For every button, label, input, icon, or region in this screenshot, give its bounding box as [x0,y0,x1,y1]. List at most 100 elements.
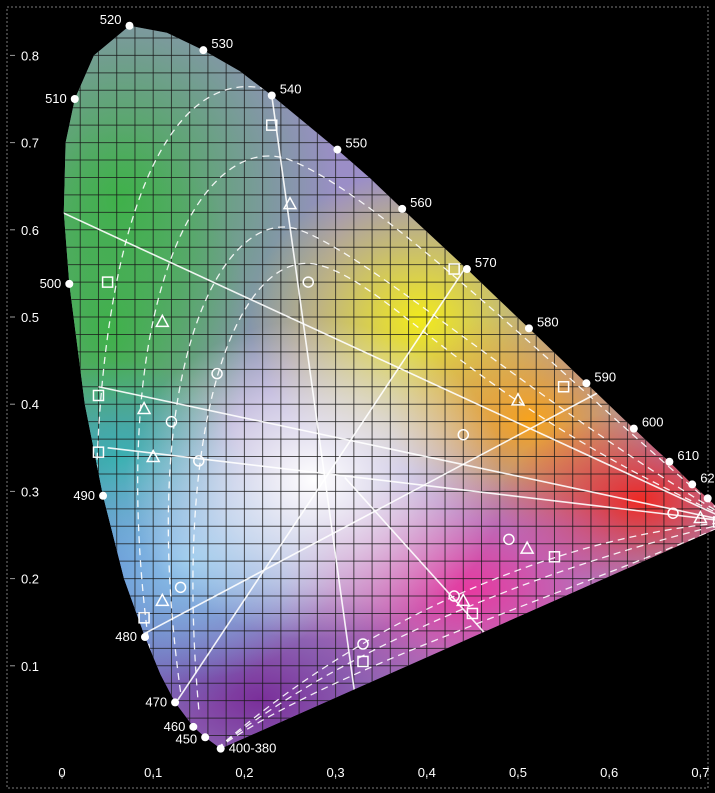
circle-marker [302,276,314,288]
square-marker [548,551,561,563]
overlay-markers [92,119,715,668]
locus-point [140,633,149,642]
radial-line [98,385,715,523]
x-tick-label: 0.1 [144,765,162,780]
triangle-marker [136,400,152,415]
y-tick-label: 0.3 [21,484,39,499]
wavelength-label: 500 [40,276,62,291]
locus-point [703,494,712,503]
radial-line [170,229,492,710]
circle-marker [667,507,679,519]
y-tick-label: 0.1 [21,659,39,674]
wavelength-label: 460 [164,719,186,734]
circle-marker [193,455,205,467]
locus-point [462,265,471,274]
wavelength-label: 600 [642,415,664,430]
triangle-marker [510,392,526,406]
wavelength-label: 580 [537,314,559,329]
radial-line [116,386,610,650]
radial-line [107,447,715,523]
radial-line [63,211,715,523]
circle-marker [174,581,187,594]
triangle-marker [693,509,708,524]
locus-point [267,91,276,100]
y-tick-label: 0.7 [21,136,39,151]
circle-marker [503,533,515,546]
y-tick-label: 0.2 [21,572,39,587]
x-tick-label: 0.2 [235,765,253,780]
square-marker [266,119,278,131]
triangle-marker [155,592,170,607]
wavelength-label: 400-380 [229,741,277,756]
wavelength-label: 590 [594,369,616,384]
radial-line [270,95,364,749]
x-tick-label: 0.6 [600,765,618,780]
circle-marker [165,415,178,428]
locus-point [665,457,674,466]
triangle-marker [155,313,170,328]
square-marker [138,612,150,624]
y-tick-label: 0.8 [21,48,39,63]
circle-marker [448,590,460,602]
axis-ticks: 0 0.1 0.2 0.3 0.4 0.5 0.6 0.7 0.1 0.2 0.3 0.4 0.5 0.6… [10,48,709,780]
square-marker [92,389,105,402]
locus-point [201,733,210,742]
dashed-curve [192,262,715,710]
wavelength-label: 540 [280,82,302,97]
wavelength-label: 560 [410,195,432,210]
wavelength-label: 530 [211,36,233,51]
square-marker [557,381,570,393]
square-marker [92,446,105,458]
y-tick-label: 0.4 [21,397,39,412]
circle-marker [357,638,369,650]
dashed-curve [216,521,715,749]
overlay-lines [63,86,715,749]
triangle-marker [456,592,471,607]
locus-point [216,744,225,753]
frame-border [6,6,709,789]
wavelength-label: 510 [45,91,67,106]
triangle-marker [519,540,535,554]
y-tick-label: 0.6 [21,223,39,238]
wavelength-label: 450 [175,731,197,746]
square-marker [466,607,479,620]
x-tick-label: 0.7 [691,765,709,780]
x-tick-label: 0 [58,765,65,780]
triangle-marker [145,448,161,463]
wavelength-label: 620 [700,470,715,485]
square-marker [712,516,715,528]
locus-point [70,95,79,103]
locus-point [171,698,180,707]
dashed-curve [137,155,715,675]
x-tick-label: 0.4 [418,765,436,780]
wavelength-label: 550 [345,136,367,151]
wavelength-label: 610 [677,448,699,463]
dashed-curve [216,521,715,749]
wavelength-label: 570 [475,255,497,270]
locus-point [125,21,134,30]
wavelength-label: 520 [100,12,122,27]
locus-point [189,722,198,731]
locus-point [199,46,208,55]
locus-point [398,204,407,213]
dashed-curve [216,521,715,749]
square-marker [357,655,369,668]
y-tick-label: 0.5 [21,310,39,325]
locus-point [688,480,697,489]
locus-point [333,145,342,154]
locus-point [65,279,74,288]
x-tick-label: 0.5 [509,765,527,780]
wavelength-label: 480 [115,629,137,644]
locus-point [629,424,638,433]
dashed-curve [167,226,715,693]
x-tick-label: 0.3 [327,765,345,780]
triangle-marker [282,196,298,210]
locus-point [582,379,591,388]
square-marker [101,276,114,288]
locus-point [99,491,108,500]
wavelength-label: 470 [145,694,167,709]
wavelength-label: 490 [73,488,95,503]
